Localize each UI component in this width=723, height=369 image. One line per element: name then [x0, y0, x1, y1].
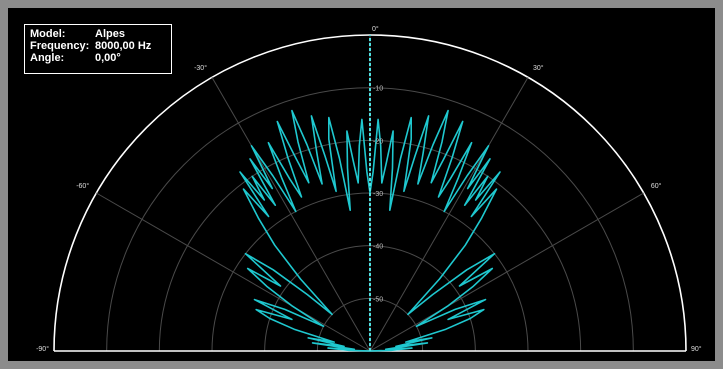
polar-spoke [211, 77, 371, 352]
angle-value: 0,00° [95, 52, 121, 64]
polar-spoke [369, 77, 529, 352]
angle-tick-label: -30° [194, 64, 207, 72]
angle-tick-label: -60° [76, 182, 89, 190]
radial-tick-label: -10 [373, 86, 383, 93]
angle-tick-label: 90° [691, 345, 702, 353]
angle-tick-label: 30° [533, 64, 544, 72]
angle-tick-label: 60° [651, 182, 662, 190]
angle-row: Angle: 0,00° [30, 52, 171, 64]
model-value: Alpes [95, 28, 125, 40]
info-box: Model: Alpes Frequency: 8000,00 Hz Angle… [24, 24, 172, 74]
model-row: Model: Alpes [30, 28, 171, 40]
polar-plot-panel: -90° -60° -30° 0° 30° 60° 90° -10 -20 -30 -40 -50 M… [8, 8, 715, 361]
polar-chart: -90° -60° -30° 0° 30° 60° 90° -10 -20 -30 -40 -50 [36, 25, 702, 353]
model-label: Model: [30, 28, 66, 40]
radial-tick-label: -30 [373, 191, 383, 198]
polar-spoke [369, 192, 644, 352]
angle-tick-label: -90° [36, 345, 49, 353]
polar-spoke [96, 192, 371, 352]
radial-tick-label: -20 [373, 138, 383, 145]
frequency-row: Frequency: 8000,00 Hz [30, 40, 171, 52]
radial-tick-label: -50 [373, 296, 383, 303]
frequency-label: Frequency: [30, 40, 90, 52]
angle-label: Angle: [30, 52, 65, 64]
radial-tick-label: -40 [373, 244, 383, 251]
frequency-value: 8000,00 Hz [95, 40, 152, 52]
angle-tick-label: 0° [372, 25, 379, 33]
